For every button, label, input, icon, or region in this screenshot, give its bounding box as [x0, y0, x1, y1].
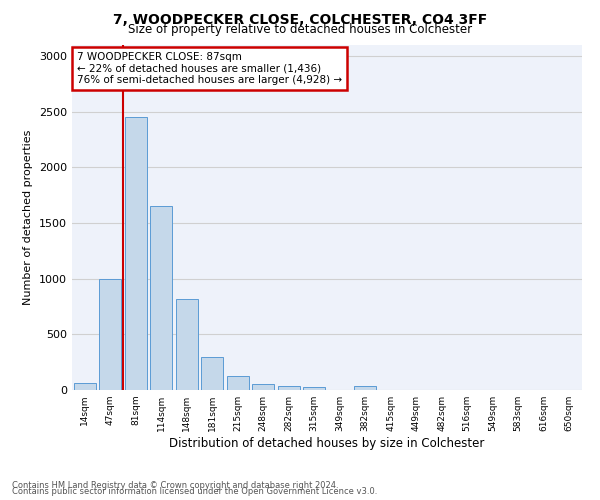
Text: 7 WOODPECKER CLOSE: 87sqm
← 22% of detached houses are smaller (1,436)
76% of se: 7 WOODPECKER CLOSE: 87sqm ← 22% of detac…	[77, 52, 342, 85]
Bar	[355, 386, 376, 390]
Bar	[278, 386, 299, 390]
Bar	[100, 278, 121, 390]
Text: Size of property relative to detached houses in Colchester: Size of property relative to detached ho…	[128, 22, 472, 36]
Bar	[74, 384, 95, 390]
Bar	[304, 386, 325, 390]
Bar	[176, 298, 197, 390]
Text: 7, WOODPECKER CLOSE, COLCHESTER, CO4 3FF: 7, WOODPECKER CLOSE, COLCHESTER, CO4 3FF	[113, 12, 487, 26]
Text: Contains HM Land Registry data © Crown copyright and database right 2024.: Contains HM Land Registry data © Crown c…	[12, 481, 338, 490]
Bar	[125, 118, 146, 390]
Text: Contains public sector information licensed under the Open Government Licence v3: Contains public sector information licen…	[12, 487, 377, 496]
X-axis label: Distribution of detached houses by size in Colchester: Distribution of detached houses by size …	[169, 437, 485, 450]
Bar	[202, 356, 223, 390]
Bar	[227, 376, 248, 390]
Y-axis label: Number of detached properties: Number of detached properties	[23, 130, 34, 305]
Bar	[151, 206, 172, 390]
Bar	[253, 384, 274, 390]
